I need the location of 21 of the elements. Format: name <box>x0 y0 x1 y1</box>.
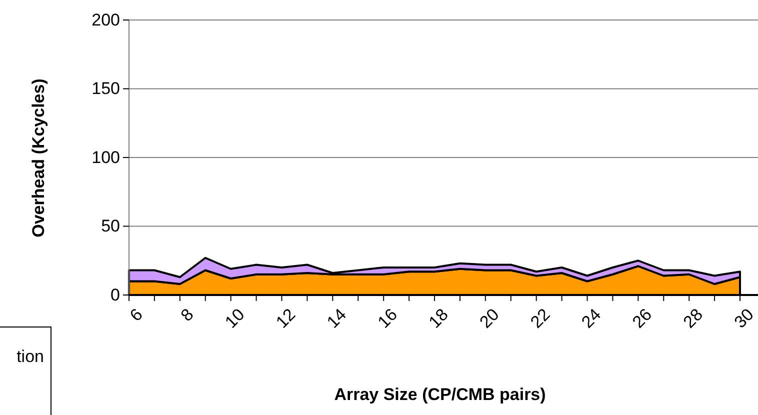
x-tick-label: 22 <box>526 304 554 332</box>
x-tick-label: 10 <box>221 304 248 332</box>
x-axis-title: Array Size (CP/CMB pairs) <box>334 385 546 404</box>
text: tion <box>16 347 44 366</box>
x-tick-label: 20 <box>476 304 503 332</box>
x-tick-label: 24 <box>578 304 605 332</box>
y-tick-label: 50 <box>101 216 120 236</box>
x-tick-label: 6 <box>126 304 146 326</box>
y-tick-label: 150 <box>92 79 120 98</box>
x-tick-label: 8 <box>177 304 198 326</box>
x-tick-label: 16 <box>374 304 401 332</box>
y-tick-label: 100 <box>92 148 120 167</box>
x-tick-label: 14 <box>323 304 350 332</box>
x-tick-label: 28 <box>680 304 706 332</box>
x-tick-label: 18 <box>425 304 452 332</box>
x-tick-label: 26 <box>628 304 656 332</box>
x-tick-label: 30 <box>730 304 758 332</box>
y-tick-label: 0 <box>110 285 120 304</box>
y-tick-label: 200 <box>92 10 120 30</box>
x-tick-label: 12 <box>272 304 300 332</box>
y-axis-title: Overhead (Kcycles) <box>29 78 48 238</box>
